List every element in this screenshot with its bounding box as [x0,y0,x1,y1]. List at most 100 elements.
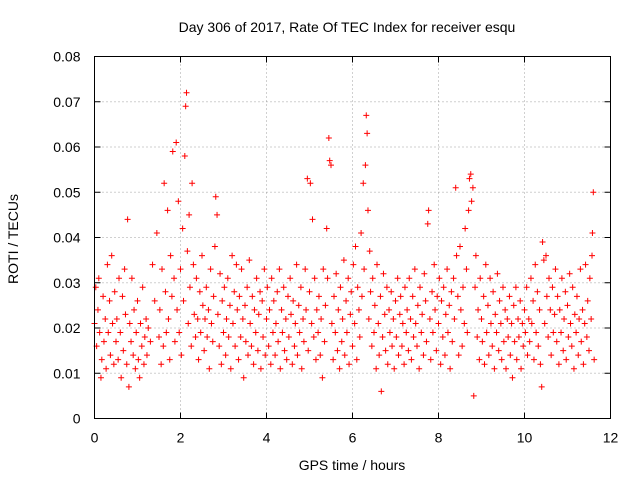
data-point [561,315,568,322]
data-point [570,365,577,372]
data-point [527,275,534,282]
data-point [192,334,199,341]
data-point [143,315,150,322]
data-point [156,334,162,341]
y-tick-label: 0.08 [53,49,80,65]
data-point [382,347,389,354]
data-point [519,320,526,327]
data-point [96,329,103,336]
data-point [159,266,166,273]
data-point [236,293,243,300]
data-point [163,329,170,336]
data-point [515,315,522,322]
data-point [106,297,113,304]
data-point [377,293,384,300]
data-point [222,352,229,359]
data-point [475,306,482,313]
data-point [454,293,461,300]
data-point [555,361,562,368]
data-point [181,153,188,160]
data-point [424,220,431,227]
data-point [553,338,560,345]
data-point [269,329,276,336]
data-point [360,180,367,187]
data-point [212,193,219,200]
data-point [195,356,202,363]
data-point [288,311,295,318]
data-point [97,374,104,381]
data-point [171,338,178,345]
data-point [396,311,403,318]
data-point [491,365,498,372]
data-point [338,338,345,345]
data-point [590,189,597,196]
data-point [328,320,335,327]
data-point [421,270,428,277]
data-point [353,356,360,363]
data-point [356,334,363,341]
data-point [113,338,119,345]
data-point [352,243,359,250]
data-point [440,284,447,291]
data-point [483,329,490,336]
data-point [422,297,429,304]
data-point [166,356,173,363]
data-point [545,334,552,341]
data-point [257,288,264,295]
data-point [108,252,115,259]
data-point [206,365,213,372]
data-point [343,329,350,336]
data-point [345,275,352,282]
data-point [523,284,530,291]
data-point [494,270,501,277]
data-point [419,311,426,318]
data-point [267,361,274,368]
data-point [564,302,571,309]
data-point [496,297,503,304]
data-point [577,266,584,273]
data-point [320,266,327,273]
data-point [441,352,448,359]
data-point [581,320,588,327]
data-point [249,293,256,300]
data-point [275,338,282,345]
data-point [204,334,211,341]
data-point [463,266,470,273]
data-point [283,356,290,363]
data-point [540,257,547,264]
data-point [567,320,574,327]
data-point [118,374,125,381]
data-point [565,334,572,341]
x-tick-label: 2 [177,430,185,446]
data-point [552,266,559,273]
data-point [251,306,258,313]
x-tick-label: 4 [263,430,271,446]
data-point [158,361,165,368]
data-point [408,356,415,363]
data-point [164,207,171,214]
data-point [420,352,427,359]
data-point [179,225,186,232]
data-point [406,275,413,282]
data-point [191,311,198,318]
data-point [183,89,190,96]
data-point [534,288,541,295]
data-point [252,329,259,336]
data-point [459,343,466,350]
x-tick-label: 8 [435,430,443,446]
data-point [435,320,442,327]
x-tick-label: 0 [91,430,99,446]
data-point [591,356,598,363]
data-point [128,338,135,345]
data-point [512,284,519,291]
data-point [321,338,328,345]
data-point [444,329,451,336]
data-point [586,347,592,354]
data-point [239,315,246,322]
data-point [533,329,540,336]
data-point [116,275,123,282]
data-point [178,352,185,359]
data-point [583,334,590,341]
y-tick-label: 0.06 [53,139,80,155]
